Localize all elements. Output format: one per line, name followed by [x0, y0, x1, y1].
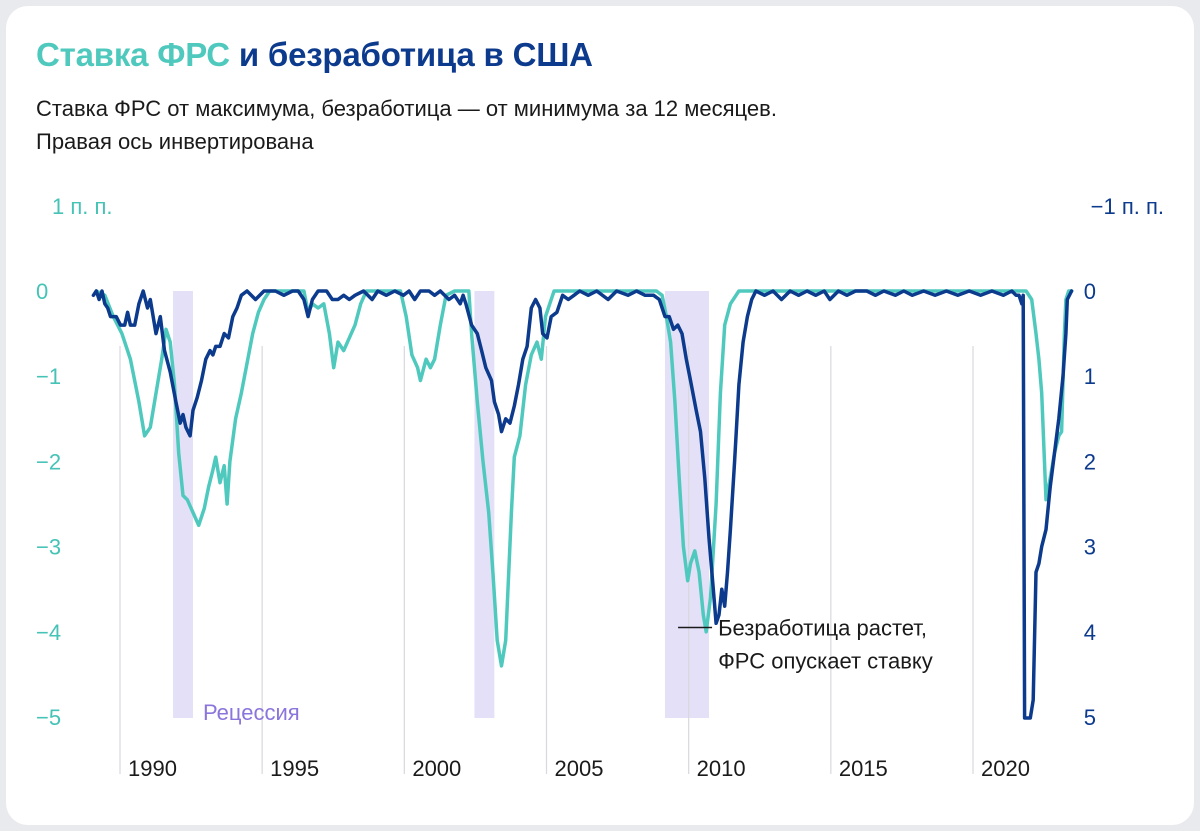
annotation-line-2: ФРС опускает ставку	[718, 649, 933, 674]
fed-rate-series-line	[94, 289, 1074, 668]
title-fed-part: Ставка ФРС	[36, 36, 230, 73]
left-tick-label-0: 0	[36, 279, 48, 304]
annotation-line-1: Безработица растет,	[718, 616, 927, 641]
right-axis-unit: −1 п. п.	[1091, 194, 1164, 219]
right-tick-label-2: 2	[1084, 449, 1096, 474]
right-tick-label-4: 4	[1084, 620, 1096, 645]
right-tick-label-5: 5	[1084, 705, 1096, 730]
recession-band-2	[474, 291, 495, 718]
x-tick-label-2010: 2010	[697, 756, 746, 781]
recession-legend-label: Рецессия	[203, 700, 300, 725]
subtitle-line-1: Ставка ФРС от максимума, безработица — о…	[36, 96, 777, 121]
x-axis: 1990 1995 2000 2005 2010 2015 2020	[128, 756, 1030, 781]
chart-subtitle: Ставка ФРС от максимума, безработица — о…	[36, 92, 1036, 158]
recession-band-1	[173, 291, 193, 718]
title-unemployment-part: и безработица в США	[238, 36, 593, 73]
left-tick-label-3: −3	[36, 535, 61, 560]
left-tick-label-5: −5	[36, 705, 61, 730]
left-axis: 1 п. п. 0 −1 −2 −3 −4 −5	[36, 194, 113, 730]
left-tick-label-2: −2	[36, 449, 61, 474]
x-tick-label-1990: 1990	[128, 756, 177, 781]
x-tick-label-2020: 2020	[981, 756, 1030, 781]
chart-card: Ставка ФРС и безработица в США Ставка ФР…	[6, 6, 1194, 825]
chart-title: Ставка ФРС и безработица в США	[36, 36, 593, 74]
x-tick-label-1995: 1995	[270, 756, 319, 781]
left-tick-label-4: −4	[36, 620, 61, 645]
right-tick-label-0: 0	[1084, 279, 1096, 304]
right-axis: −1 п. п. 0 1 2 3 4 5	[1084, 194, 1164, 730]
left-axis-unit: 1 п. п.	[52, 194, 113, 219]
unemployment-series-line	[91, 289, 1074, 720]
subtitle-line-2: Правая ось инвертирована	[36, 129, 314, 154]
line-chart: 1 п. п. 0 −1 −2 −3 −4 −5 −1 п. п. 0 1 2 3 4 5 1990…	[36, 194, 1164, 781]
year-gridlines	[119, 346, 974, 774]
left-tick-label-1: −1	[36, 364, 61, 389]
right-tick-label-1: 1	[1084, 364, 1096, 389]
x-tick-label-2015: 2015	[839, 756, 888, 781]
x-tick-label-2005: 2005	[555, 756, 604, 781]
right-tick-label-3: 3	[1084, 535, 1096, 560]
recession-bands	[173, 291, 710, 718]
x-tick-label-2000: 2000	[412, 756, 461, 781]
